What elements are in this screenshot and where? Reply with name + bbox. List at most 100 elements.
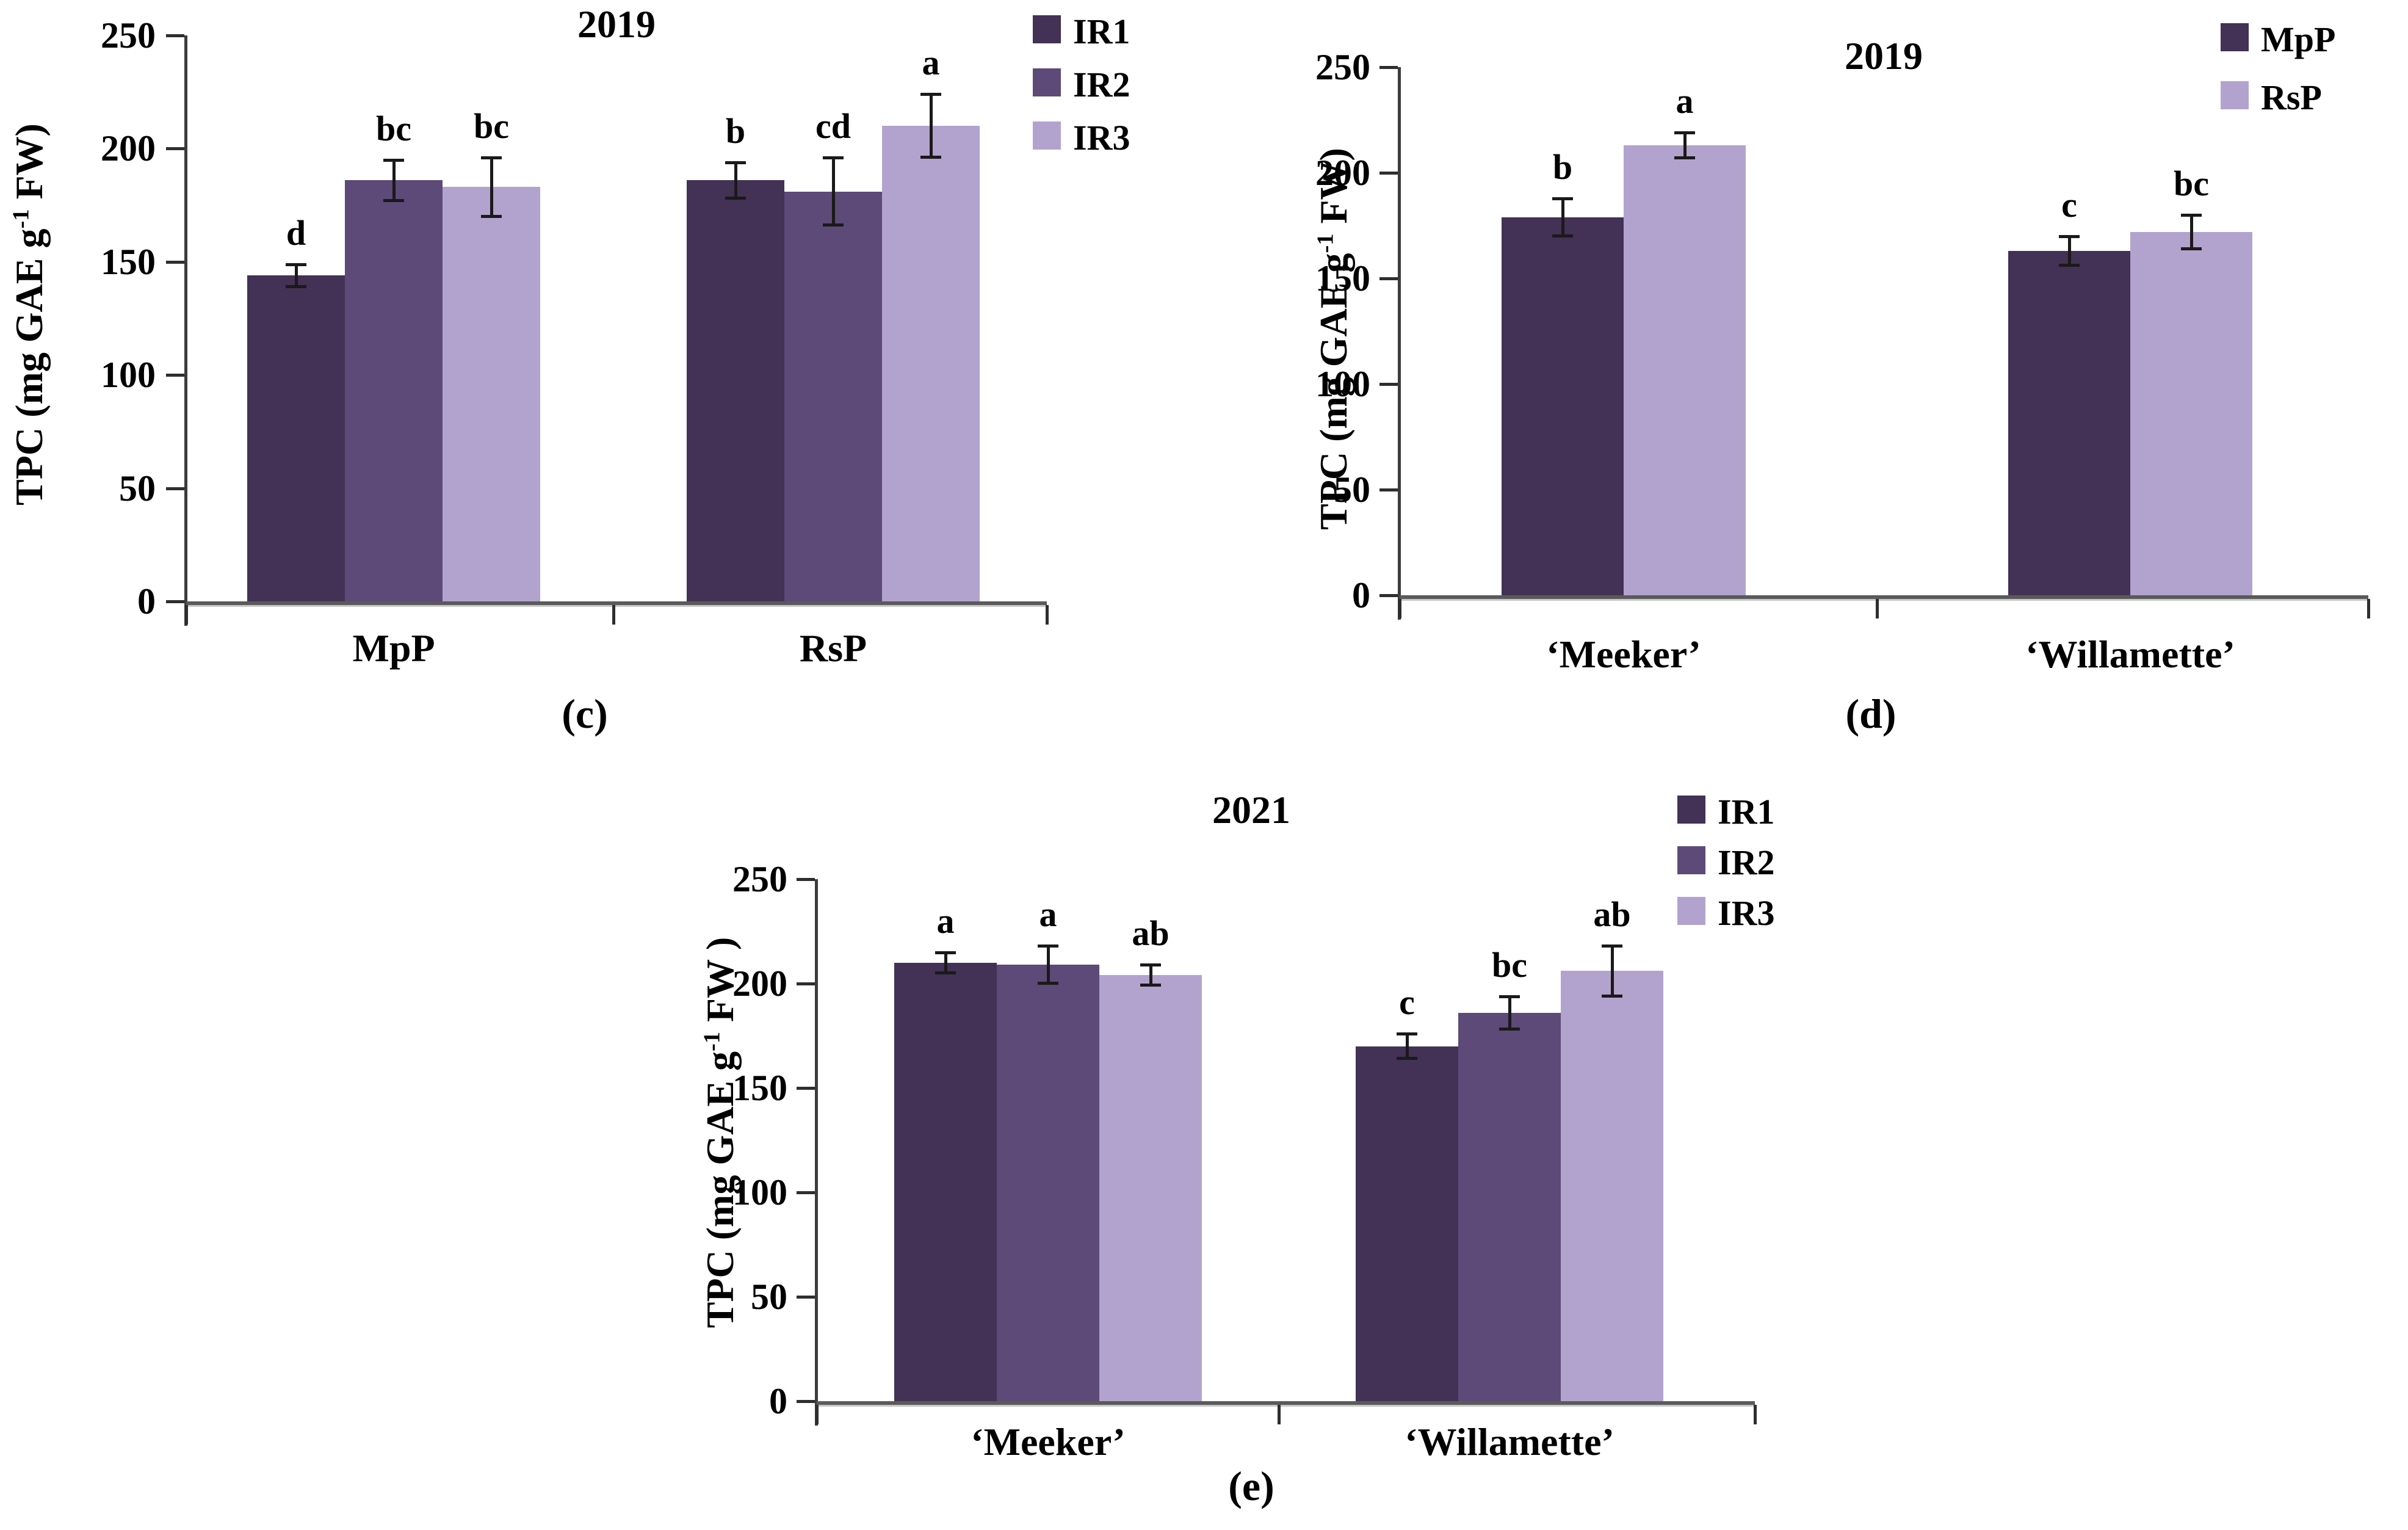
y-axis-tick xyxy=(797,1296,815,1299)
significance-letter: cd xyxy=(815,106,851,147)
chart-d-title: 2019 xyxy=(1845,34,1923,78)
legend-swatch-IR3 xyxy=(1033,121,1061,150)
y-axis-tick xyxy=(166,487,184,490)
bar-MpP-group1 xyxy=(1502,217,1624,595)
bar-IR2-group1 xyxy=(997,965,1099,1401)
significance-letter: c xyxy=(1399,982,1415,1023)
significance-letter: bc xyxy=(376,108,411,148)
error-bar-cap-top xyxy=(1397,1032,1417,1036)
x-axis-line xyxy=(817,1401,1755,1405)
y-axis-tick xyxy=(1379,488,1398,491)
x-axis-tick xyxy=(2367,599,2370,618)
significance-letter: bc xyxy=(2174,164,2209,204)
error-bar xyxy=(1561,198,1564,236)
error-bar-cap-bottom xyxy=(1552,234,1573,237)
error-bar-cap-top xyxy=(1140,963,1161,967)
error-bar-cap-bottom xyxy=(1038,982,1058,985)
x-axis-tick xyxy=(1398,599,1401,618)
error-bar-cap-bottom xyxy=(1140,984,1161,987)
legend-swatch-IR2 xyxy=(1033,68,1061,96)
error-bar xyxy=(1610,946,1614,996)
y-tick-label: 200 xyxy=(732,963,787,1004)
error-bar-cap-bottom xyxy=(286,285,306,288)
y-tick-label: 250 xyxy=(1315,47,1370,87)
bar-IR2-group1 xyxy=(345,180,443,601)
bar-IR3-group2 xyxy=(1561,971,1663,1401)
x-category-label: ‘Meeker’ xyxy=(971,1420,1126,1463)
error-bar-cap-top xyxy=(2059,234,2080,238)
chart-c-panel-label: (c) xyxy=(562,691,608,737)
significance-letter: bc xyxy=(474,106,509,147)
error-bar-cap-bottom xyxy=(823,223,844,227)
bar-IR2-group2 xyxy=(784,191,882,601)
bar-IR3-group2 xyxy=(882,126,980,601)
y-axis-line xyxy=(1398,67,1401,620)
x-category-label: MpP xyxy=(352,626,435,670)
error-bar xyxy=(294,264,298,287)
error-bar xyxy=(734,162,737,198)
y-tick-label: 50 xyxy=(1334,470,1370,510)
significance-letter: a xyxy=(936,901,955,941)
x-category-label: ‘Meeker’ xyxy=(1546,633,1701,676)
legend-swatch-IR1 xyxy=(1033,15,1061,43)
x-axis-line xyxy=(1400,595,2368,599)
y-tick-label: 0 xyxy=(1352,575,1370,615)
legend-label-IR2: IR2 xyxy=(1718,843,1775,882)
error-bar xyxy=(1683,132,1687,158)
x-axis-tick xyxy=(1754,1405,1757,1424)
bar-IR3-group1 xyxy=(443,187,540,601)
ylabel-superscript: -1 xyxy=(699,1031,725,1051)
error-bar xyxy=(1508,996,1511,1030)
legend-swatch-IR3 xyxy=(1677,897,1705,925)
y-axis-tick xyxy=(1379,66,1398,69)
chart-e-title: 2021 xyxy=(1212,788,1290,832)
error-bar-cap-bottom xyxy=(383,198,404,202)
x-axis-tick xyxy=(1046,605,1049,625)
y-tick-label: 150 xyxy=(1315,258,1370,299)
bar-RsP-group2 xyxy=(2130,231,2252,595)
y-axis-tick xyxy=(797,878,815,881)
bar-IR3-group1 xyxy=(1099,975,1202,1401)
y-axis-line xyxy=(184,35,187,626)
y-tick-label: 50 xyxy=(119,468,156,509)
error-bar-cap-top xyxy=(920,93,941,96)
error-bar-cap-bottom xyxy=(1397,1057,1417,1060)
y-tick-label: 250 xyxy=(732,859,787,899)
y-axis-line xyxy=(815,879,818,1426)
x-axis-tick xyxy=(815,1405,819,1424)
error-bar-cap-top xyxy=(725,161,746,164)
x-axis-tick xyxy=(612,605,615,625)
significance-letter: a xyxy=(1676,81,1694,121)
bar-MpP-group2 xyxy=(2008,251,2130,595)
y-tick-label: 200 xyxy=(101,128,156,169)
error-bar-cap-bottom xyxy=(2181,247,2202,250)
error-bar-cap-top xyxy=(2181,214,2202,217)
significance-letter: c xyxy=(2061,184,2077,225)
error-bar-cap-bottom xyxy=(920,156,941,159)
error-bar-cap-bottom xyxy=(481,214,502,218)
y-axis-tick xyxy=(1379,277,1398,280)
significance-letter: a xyxy=(922,43,940,83)
legend-swatch-IR1 xyxy=(1677,796,1705,824)
x-axis-tick xyxy=(185,605,188,625)
bar-IR1-group2 xyxy=(687,180,784,601)
error-bar-cap-bottom xyxy=(935,971,956,974)
legend-label-MpP: MpP xyxy=(2261,20,2336,59)
y-tick-label: 100 xyxy=(101,355,156,396)
y-tick-label: 100 xyxy=(1315,364,1370,404)
bar-IR2-group2 xyxy=(1458,1012,1561,1401)
y-axis-tick xyxy=(1379,172,1398,175)
x-category-label: RsP xyxy=(799,626,867,670)
error-bar-cap-bottom xyxy=(2059,264,2080,267)
significance-letter: bc xyxy=(1492,944,1527,985)
error-bar xyxy=(929,94,933,158)
error-bar-cap-top xyxy=(823,156,844,160)
y-tick-label: 0 xyxy=(769,1381,787,1421)
error-bar-cap-top xyxy=(286,263,306,266)
error-bar-cap-top xyxy=(1499,995,1520,998)
legend-swatch-MpP xyxy=(2221,23,2249,51)
y-tick-label: 50 xyxy=(751,1277,787,1317)
